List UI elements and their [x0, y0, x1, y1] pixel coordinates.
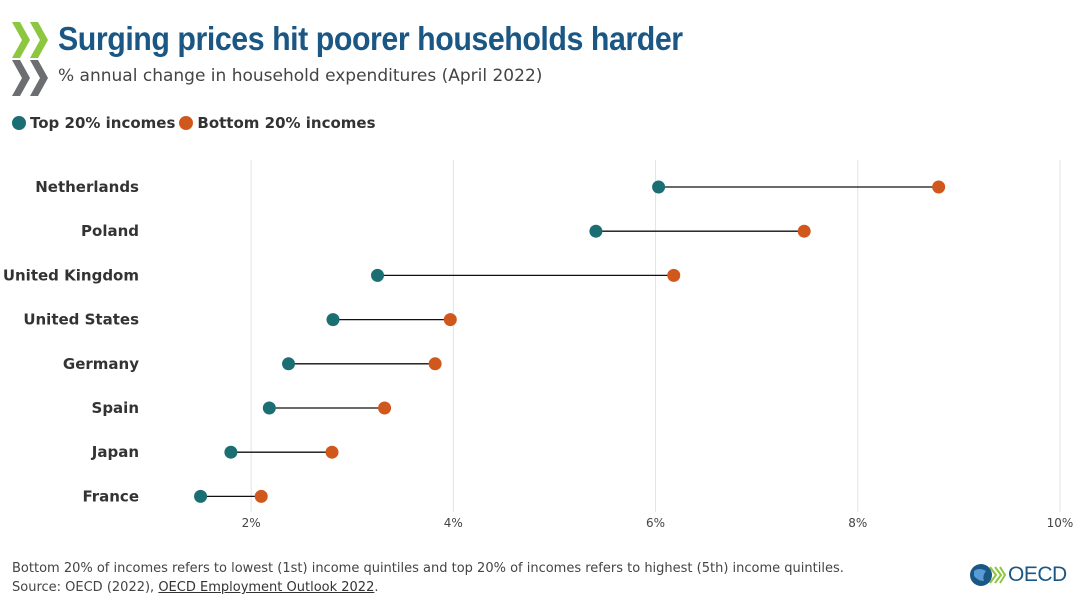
source-suffix: .	[374, 580, 379, 595]
point-top-20	[282, 357, 296, 371]
source-line: Source: OECD (2022), OECD Employment Out…	[12, 578, 844, 597]
footnote: Bottom 20% of incomes refers to lowest (…	[12, 559, 844, 597]
point-top-20	[262, 401, 276, 415]
point-bottom-20	[378, 401, 392, 415]
legend-item-bottom: Bottom 20% incomes	[179, 114, 376, 132]
legend: Top 20% incomes Bottom 20% incomes	[12, 114, 380, 132]
x-tick-label: 4%	[444, 516, 463, 530]
point-top-20	[589, 224, 603, 238]
chart-title: Surging prices hit poorer households har…	[58, 20, 683, 57]
oecd-globe-icon	[970, 564, 1006, 586]
point-bottom-20	[932, 180, 946, 194]
point-bottom-20	[667, 268, 681, 282]
point-bottom-20	[254, 489, 268, 503]
category-label: Germany	[63, 355, 139, 373]
point-bottom-20	[428, 357, 442, 371]
category-label: Netherlands	[35, 178, 139, 196]
legend-item-top: Top 20% incomes	[12, 114, 175, 132]
category-label: Japan	[91, 443, 139, 461]
x-tick-label: 8%	[848, 516, 867, 530]
point-bottom-20	[797, 224, 811, 238]
legend-label-bottom: Bottom 20% incomes	[197, 114, 376, 132]
x-tick-label: 10%	[1047, 516, 1074, 530]
point-top-20	[371, 268, 384, 282]
category-label: United States	[23, 311, 139, 329]
oecd-chevron-logo	[12, 22, 48, 96]
chart-subtitle: % annual change in household expenditure…	[58, 66, 543, 86]
category-label: France	[82, 487, 139, 505]
point-bottom-20	[443, 313, 457, 327]
category-label: Poland	[81, 222, 139, 240]
footnote-text: Bottom 20% of incomes refers to lowest (…	[12, 561, 844, 576]
point-bottom-20	[325, 445, 339, 459]
category-label: United Kingdom	[3, 266, 139, 284]
category-label: Spain	[92, 399, 139, 417]
legend-dot-bottom	[179, 116, 194, 130]
point-top-20	[326, 313, 340, 327]
x-tick-label: 6%	[646, 516, 665, 530]
source-prefix: Source: OECD (2022),	[12, 580, 159, 595]
oecd-brand: OECD	[968, 561, 1067, 589]
x-tick-label: 2%	[242, 516, 261, 530]
legend-label-top: Top 20% incomes	[30, 114, 176, 132]
point-top-20	[194, 489, 208, 503]
dumbbell-chart: 2% 4% 6% 8% 10% Netherlands Poland United Kingd…	[3, 160, 1074, 530]
oecd-brand-text: OECD	[1008, 563, 1067, 586]
point-top-20	[652, 180, 666, 194]
point-top-20	[224, 445, 238, 459]
legend-dot-top	[12, 116, 26, 130]
source-link[interactable]: OECD Employment Outlook 2022	[158, 580, 375, 595]
